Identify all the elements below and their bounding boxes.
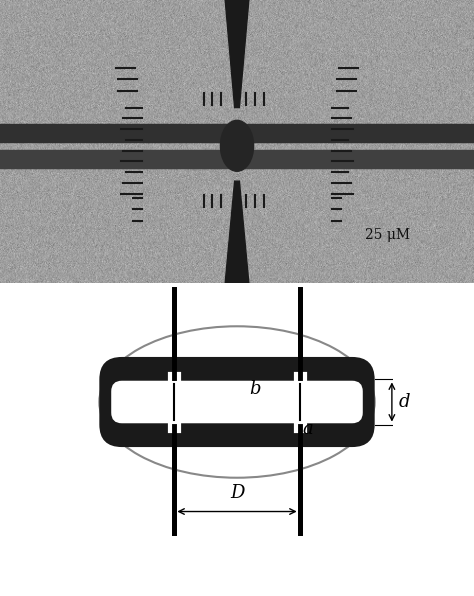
Text: b: b (249, 380, 261, 398)
Text: D: D (230, 484, 244, 502)
Text: a: a (302, 420, 313, 438)
FancyBboxPatch shape (111, 381, 363, 423)
FancyBboxPatch shape (100, 357, 374, 447)
Ellipse shape (220, 120, 254, 171)
Polygon shape (225, 0, 249, 107)
Polygon shape (225, 181, 249, 283)
Text: 25 μM: 25 μM (365, 228, 410, 242)
Text: d: d (398, 393, 410, 411)
